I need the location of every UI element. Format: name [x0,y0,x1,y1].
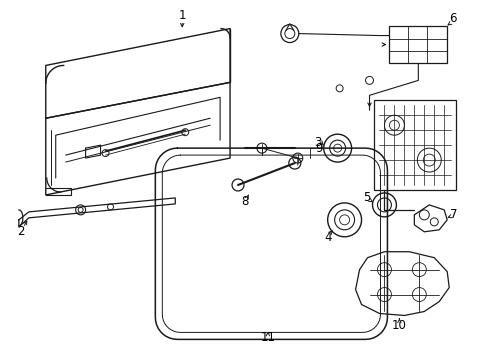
Text: 2: 2 [17,225,24,238]
Text: 6: 6 [448,12,456,25]
Text: 4: 4 [323,231,331,244]
Text: 8: 8 [241,195,248,208]
Text: 10: 10 [391,319,406,332]
Text: 11: 11 [260,331,275,344]
Bar [374,100,455,190]
Bar [388,26,447,63]
Text: 5: 5 [362,192,369,204]
Text: 3: 3 [313,136,321,149]
Text: 7: 7 [449,208,457,221]
Text: 9: 9 [315,141,323,155]
Text: 1: 1 [178,9,185,22]
